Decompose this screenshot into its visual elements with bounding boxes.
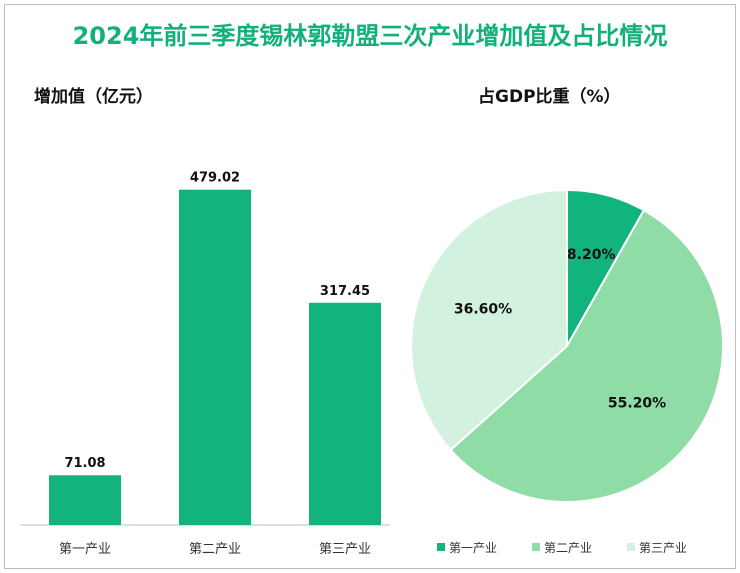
pie-value-label: 55.20% xyxy=(608,395,666,411)
legend-label: 第二产业 xyxy=(544,541,592,555)
legend-label: 第三产业 xyxy=(639,541,687,555)
chart-title: 2024年前三季度锡林郭勒盟三次产业增加值及占比情况 xyxy=(72,22,668,50)
x-tick-label: 第二产业 xyxy=(189,542,241,557)
bar-value-label: 317.45 xyxy=(320,284,370,299)
x-tick-label: 第三产业 xyxy=(319,542,371,557)
bar xyxy=(49,475,121,525)
bar-value-label: 479.02 xyxy=(190,171,240,186)
legend-swatch xyxy=(627,543,635,551)
bar xyxy=(179,189,251,525)
pie-chart-title: 占GDP比重（%） xyxy=(478,87,621,107)
pie-value-label: 8.20% xyxy=(567,247,616,263)
legend-label: 第一产业 xyxy=(449,541,497,555)
pie-slice xyxy=(410,188,568,452)
bar-value-label: 71.08 xyxy=(64,456,105,471)
x-tick-label: 第一产业 xyxy=(59,542,111,557)
pie-slice xyxy=(449,208,724,503)
pie-value-label: 36.60% xyxy=(454,301,512,317)
legend-swatch xyxy=(532,543,540,551)
legend-swatch xyxy=(437,543,445,551)
bar-chart-title: 增加值（亿元） xyxy=(34,87,153,107)
bar xyxy=(309,302,381,525)
